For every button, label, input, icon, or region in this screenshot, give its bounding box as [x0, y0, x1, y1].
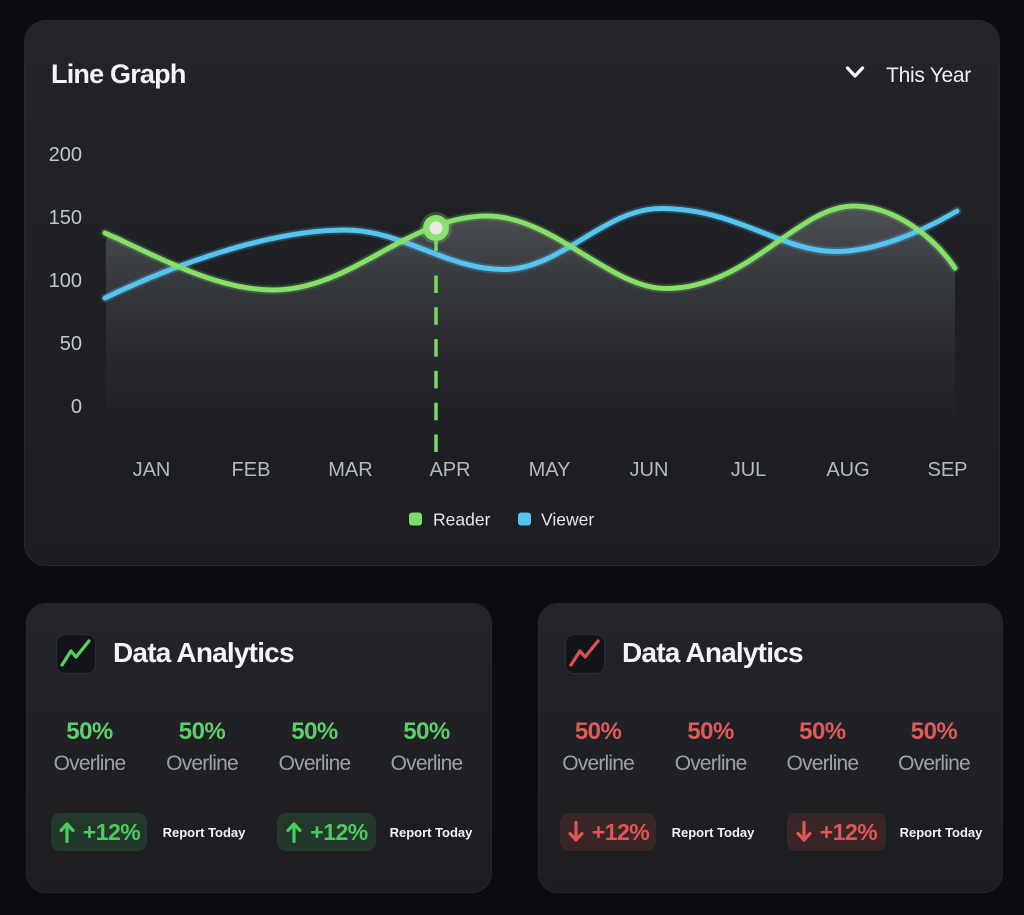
svg-text:MAY: MAY: [529, 459, 571, 481]
svg-text:FEB: FEB: [232, 459, 271, 481]
svg-text:Viewer: Viewer: [541, 510, 594, 530]
svg-text:200: 200: [49, 144, 82, 166]
svg-text:Reader: Reader: [433, 510, 491, 530]
svg-text:0: 0: [71, 396, 82, 418]
svg-text:SEP: SEP: [927, 459, 967, 481]
svg-text:50: 50: [60, 333, 82, 355]
svg-text:JUL: JUL: [731, 459, 767, 481]
svg-text:AUG: AUG: [826, 459, 869, 481]
svg-text:JAN: JAN: [133, 459, 171, 481]
svg-text:100: 100: [49, 270, 82, 292]
svg-text:MAR: MAR: [328, 459, 372, 481]
svg-text:150: 150: [49, 207, 82, 229]
svg-text:JUN: JUN: [630, 459, 669, 481]
svg-text:APR: APR: [429, 459, 470, 481]
